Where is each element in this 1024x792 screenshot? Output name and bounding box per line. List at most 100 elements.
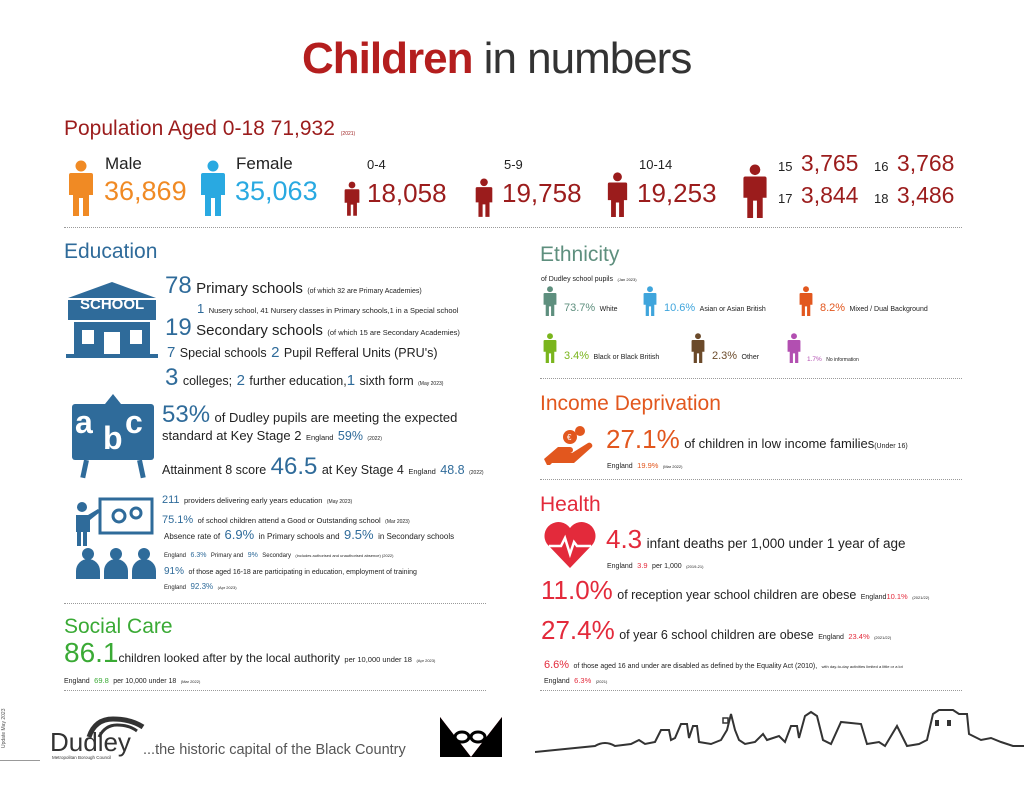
good-text: of school children attend a Good or Outs… (197, 516, 381, 525)
other-pct: 2.3% (712, 350, 738, 362)
primary-num: 78 (165, 272, 192, 299)
noinfo-label: No information (826, 357, 859, 363)
nursery-num: 1 (197, 301, 205, 316)
ethnicity-mixed-person-icon (799, 286, 813, 316)
svg-text:€: € (567, 433, 572, 442)
looked-after-date: (Apr 2023) (416, 658, 436, 663)
reception-eng-value: 10.1% (886, 592, 908, 601)
age-16-label: 16 (874, 159, 889, 174)
absence-england-row: England 6.3% Primary and 9% Secondary (i… (164, 544, 394, 562)
age-15-label: 15 (778, 159, 793, 174)
blackboard-icon (70, 394, 156, 480)
year6-row: 27.4% of year 6 school children are obes… (541, 615, 891, 646)
colleges-text: colleges; (182, 374, 233, 388)
sixth-date: (May 2023) (418, 381, 444, 387)
page-title-rest: in numbers (472, 34, 693, 83)
ethnicity-sub: of Dudley school pupils (Jan 2023) (541, 268, 637, 286)
year6-text: of year 6 school children are obese (619, 628, 814, 642)
nursery-row: 1 Nusery school, 41 Nursery classes in P… (197, 300, 458, 318)
female-label: Female (236, 154, 293, 173)
good-date: (Mar 2023) (385, 519, 410, 525)
providers-text: providers delivering early years educati… (184, 496, 323, 505)
page-title: Children in numbers (302, 34, 693, 84)
school-icon (66, 280, 158, 358)
income-eng-label: England (607, 463, 633, 470)
dudley-logo-sub: Metropolitan Borough Council (52, 755, 112, 760)
income-row: 27.1% of children in low income families… (606, 424, 908, 455)
male-value: 36,869 (104, 176, 187, 206)
income-value: 27.1% (606, 424, 680, 454)
disabled-note: with day-to-day activities limited a lit… (821, 664, 903, 669)
neet-text: of those aged 16-18 are participating in… (188, 569, 417, 576)
good-pct: 75.1% (162, 514, 194, 526)
white-pct: 73.7% (564, 302, 596, 314)
abs-eng-label: England (164, 553, 187, 559)
age-15-group: 15 3,765 (778, 150, 858, 177)
disabled-england-row: England 6.3% (2021) (544, 670, 607, 688)
special-row: 7 Special schools 2 Pupil Refferal Units… (167, 344, 438, 362)
sixth-text: sixth form (359, 374, 414, 388)
absence-row: Absence rate of 6.9% in Primary schools … (164, 526, 454, 544)
abc-c: c (125, 404, 143, 440)
year6-eng-year: (2021/22) (874, 635, 892, 640)
age-10-14-label: 10-14 (639, 157, 673, 172)
ethnicity-mixed: 8.2% Mixed / Dual Background (820, 298, 928, 316)
population-year: (2021) (340, 131, 356, 137)
secondary-note: (of which 15 are Secondary Academies) (327, 328, 460, 337)
disabled-row: 6.6% of those aged 16 and under are disa… (544, 655, 903, 673)
abs-secondary: 9.5% (343, 527, 374, 542)
age-17-value: 3,844 (800, 182, 859, 208)
income-eng-value: 19.9% (637, 461, 659, 470)
abs-primary: 6.9% (224, 527, 255, 542)
abs-eng-text1: Primary and (210, 553, 244, 559)
social-care-heading: Social Care (64, 615, 173, 638)
school-icon-text: SCHOOL (80, 296, 145, 313)
heart-icon (543, 520, 597, 570)
child-0-4-icon (344, 181, 360, 216)
income-heading: Income Deprivation (540, 392, 721, 415)
ethnicity-sub-date: (Jan 2023) (617, 277, 637, 282)
looked-after-text: children looked after by the local autho… (118, 651, 340, 665)
ethnicity-heading: Ethnicity (540, 243, 620, 266)
abc-a: a (75, 404, 93, 440)
black-country-flag-icon (440, 717, 502, 757)
att8-row: Attainment 8 score 46.5 at Key Stage 4 E… (162, 453, 484, 481)
abs-text2: in Primary schools and (258, 532, 340, 541)
teen-icon (742, 164, 768, 218)
att8-text2: at Key Stage 4 (321, 463, 404, 477)
primary-note: (of which 32 are Primary Academies) (307, 288, 422, 295)
population-heading-text: Population Aged 0-18 71,932 (64, 117, 335, 140)
white-label: White (599, 306, 618, 313)
reception-eng-label: England (860, 594, 887, 601)
male-label: Male (105, 154, 142, 173)
colleges-row: 3 colleges; 2 further education,1 sixth … (165, 364, 443, 392)
asian-label: Asian or Asian British (699, 306, 766, 313)
ks2-row: 53% of Dudley pupils are meeting the exp… (162, 401, 457, 429)
mixed-pct: 8.2% (820, 302, 846, 314)
abs-text3: in Secondary schools (378, 532, 455, 541)
looked-after-unit: per 10,000 under 18 (344, 655, 412, 664)
pru-num: 2 (271, 344, 280, 361)
education-heading: Education (64, 240, 158, 263)
update-note: Update May 2023 (1, 708, 7, 748)
att8-eng-label: England (408, 467, 436, 476)
ethnicity-asian-person-icon (643, 286, 657, 316)
disabled-text: of those aged 16 and under are disabled … (573, 663, 818, 670)
black-pct: 3.4% (564, 350, 590, 362)
divider (540, 378, 962, 379)
ks2-pct: 53% (162, 401, 211, 428)
ethnicity-noinfo: 1.7% No information (807, 348, 859, 366)
dudley-logo-icon (85, 713, 145, 739)
reception-value: 11.0% (541, 575, 613, 605)
abs-eng-note: (includes authorised and unauthorised ab… (295, 553, 394, 558)
infant-england-row: England 3.9 per 1,000 (2019-21) (607, 555, 703, 573)
att8-value: 46.5 (270, 453, 318, 480)
infant-eng-unit: per 1,000 (652, 563, 682, 570)
abs-eng-primary: 6.3% (190, 552, 207, 559)
infant-row: 4.3 infant deaths per 1,000 under 1 year… (606, 524, 906, 555)
age-18-label: 18 (874, 191, 889, 206)
further-num: 2 (236, 372, 245, 389)
age-0-4-label: 0-4 (367, 157, 386, 172)
age-18-value: 3,486 (896, 182, 955, 208)
special-text: Special schools (179, 346, 267, 360)
